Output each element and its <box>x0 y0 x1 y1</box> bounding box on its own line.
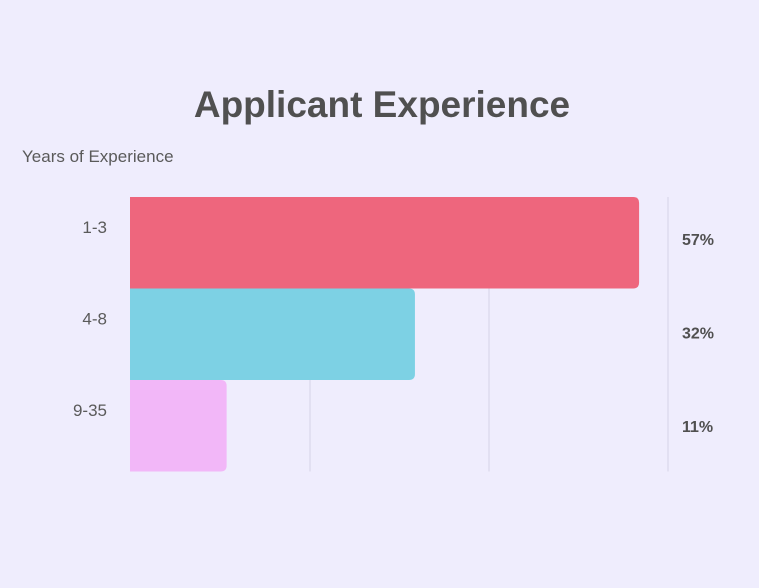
category-label-4-8: 4-8 <box>82 310 107 329</box>
bars <box>130 197 640 472</box>
category-label-1-3: 1-3 <box>82 218 107 237</box>
y-axis-label: Years of Experience <box>22 147 174 166</box>
bar-9-35 <box>130 380 227 472</box>
category-label-9-35: 9-35 <box>73 401 107 420</box>
value-label-9-35: 11% <box>682 419 713 436</box>
value-label-1-3: 57% <box>682 232 714 249</box>
bar-4-8 <box>130 288 415 380</box>
value-label-4-8: 32% <box>682 326 714 343</box>
category-labels: 1-3 4-8 9-35 <box>73 218 107 420</box>
value-labels: 57% 32% 11% <box>682 232 714 436</box>
chart-title: Applicant Experience <box>194 84 570 125</box>
bar-1-3 <box>130 197 640 289</box>
